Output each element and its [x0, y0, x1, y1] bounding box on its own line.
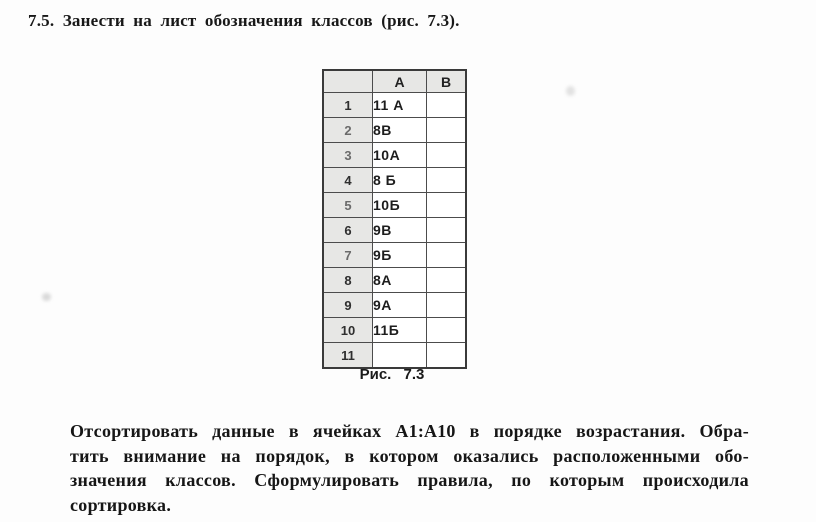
cell-a1: 11 А [372, 92, 427, 118]
cell-b6 [426, 217, 467, 243]
row-number: 3 [322, 142, 373, 168]
cell-a8: 8А [372, 267, 427, 293]
column-header-b: B [426, 69, 467, 93]
row-number: 6 [322, 217, 373, 243]
cell-a5: 10Б [372, 192, 427, 218]
cell-b5 [426, 192, 467, 218]
cell-a10: 11Б [372, 317, 427, 343]
paragraph-text: в порядке возрастания. Обра- [455, 421, 749, 441]
table-row: 10 11Б [322, 317, 467, 343]
table-row: 2 8В [322, 117, 467, 143]
cell-a2: 8В [372, 117, 427, 143]
scan-speck [566, 86, 575, 96]
table-row: 4 8 Б [322, 167, 467, 193]
table-row: 7 9Б [322, 242, 467, 268]
header-row: A B [322, 69, 467, 93]
cell-b3 [426, 142, 467, 168]
cell-a11 [372, 342, 427, 369]
cell-a6: 9В [372, 217, 427, 243]
row-number: 5 [322, 192, 373, 218]
table-row: 1 11 А [322, 92, 467, 118]
paragraph-line: Отсортировать данные в ячейках A1:A10 в … [70, 419, 749, 444]
table-row: 6 9В [322, 217, 467, 243]
paragraph-line: тить внимание на порядок, в котором оказ… [70, 445, 749, 466]
row-number: 11 [322, 342, 373, 369]
cell-a3: 10А [372, 142, 427, 168]
row-number: 2 [322, 117, 373, 143]
scan-speck [42, 293, 51, 301]
exercise-heading: 7.5. Занести на лист обозначения классов… [28, 11, 460, 30]
cell-b1 [426, 92, 467, 118]
row-number: 10 [322, 317, 373, 343]
table-row: 3 10А [322, 142, 467, 168]
corner-cell [322, 69, 373, 93]
cell-a7: 9Б [372, 242, 427, 268]
row-number: 1 [322, 92, 373, 118]
column-header-a: A [372, 69, 427, 93]
row-number: 7 [322, 242, 373, 268]
cell-b10 [426, 317, 467, 343]
figure-caption: Рис. 7.3 [359, 366, 425, 383]
cell-b11 [426, 342, 467, 369]
paragraph-line: значения классов. Сформулировать правила… [70, 470, 749, 491]
cell-range-ref: A1:A10 [395, 421, 456, 441]
row-number: 4 [322, 167, 373, 193]
cell-b4 [426, 167, 467, 193]
table-row: 9 9А [322, 292, 467, 318]
cell-b9 [426, 292, 467, 318]
figure-7-3: A B 1 11 А 2 8В 3 10А 4 8 Б [322, 69, 467, 369]
table-row: 5 10Б [322, 192, 467, 218]
table-row: 8 8А [322, 267, 467, 293]
row-number: 8 [322, 267, 373, 293]
paragraph-text: Отсортировать данные в ячейках [70, 421, 396, 441]
cell-b2 [426, 117, 467, 143]
row-number: 9 [322, 292, 373, 318]
paragraph-line: сортировка. [70, 495, 172, 516]
cell-a4: 8 Б [372, 167, 427, 193]
cell-b7 [426, 242, 467, 268]
table-row: 11 [322, 342, 467, 369]
spreadsheet-figure: A B 1 11 А 2 8В 3 10А 4 8 Б [322, 69, 467, 369]
cell-a9: 9А [372, 292, 427, 318]
task-paragraph: Отсортировать данные в ячейках A1:A10 в … [70, 419, 749, 518]
cell-b8 [426, 267, 467, 293]
